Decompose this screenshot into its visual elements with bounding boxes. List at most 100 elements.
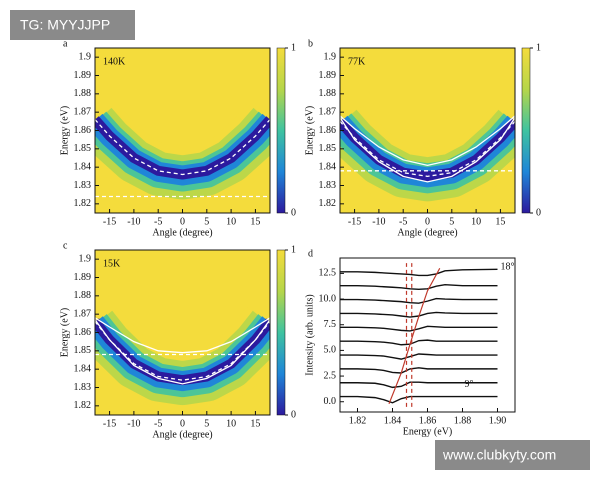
y-tick-label: 1.9 [324,51,337,62]
y-tick-label: 1.84 [74,363,92,374]
y-tick-label: 1.86 [319,125,337,136]
x-tick-label: -5 [154,216,162,227]
x-tick-label: 1.86 [419,415,437,426]
y-tick-label: 1.86 [74,125,92,136]
colorbar-tick-label: 1 [291,42,296,53]
x-tick-label: -5 [154,418,162,429]
heatmap [95,48,270,213]
plot-frame [94,47,271,214]
x-tick-label: -10 [372,216,385,227]
y-tick-label: 1.84 [74,161,92,172]
footer-box [435,440,590,470]
temperature-label: 140K [103,56,126,67]
y-tick-label: 7.5 [324,319,337,330]
y-tick-label: 1.82 [74,198,92,209]
plot-frame [339,257,516,413]
x-tick-label: -15 [103,418,116,429]
dispersion-curve [95,319,270,385]
colorbar-tick-label: 0 [291,409,296,420]
y-tick-label: 1.85 [74,345,92,356]
x-axis-label: Angle (degree) [397,227,457,238]
y-axis-label: Energy (eV) [304,106,315,156]
y-tick-label: 1.89 [74,70,92,81]
plot-frame [339,47,516,214]
colorbar [521,47,531,214]
x-tick-label: 1.84 [384,415,402,426]
colorbar [276,47,286,214]
colorbar-tick-label: 0 [291,207,296,218]
y-tick-label: 1.87 [74,106,92,117]
y-tick-label: 1.89 [74,272,92,283]
panel-label: d [308,248,313,259]
x-tick-label: 0 [425,216,430,227]
x-tick-label: 15 [495,216,505,227]
colorbar-tick-label: 1 [291,244,296,255]
watermark-box [10,10,135,40]
x-tick-label: 10 [226,216,236,227]
y-tick-label: 1.82 [74,400,92,411]
x-tick-label: 1.82 [349,415,367,426]
y-tick-label: 10.0 [319,293,337,304]
dispersion-curve [340,117,515,183]
y-tick-label: 1.88 [319,88,337,99]
dispersion-curve [340,115,515,166]
y-tick-label: 1.87 [74,308,92,319]
x-tick-label: 10 [471,216,481,227]
y-tick-label: 12.5 [319,268,337,279]
y-tick-label: 1.85 [74,143,92,154]
y-tick-label: 2.5 [324,370,337,381]
spectrum-line [340,367,498,374]
spectrum-line [340,339,498,346]
colorbar-tick-label: 0 [536,207,541,218]
x-tick-label: -15 [348,216,361,227]
y-tick-label: 1.88 [74,88,92,99]
spectrum-line [340,268,498,277]
spectrum-line [340,283,498,291]
x-tick-label: 5 [204,418,209,429]
temperature-label: 15K [103,258,121,269]
spectrum-line [340,297,498,304]
x-tick-label: -10 [127,418,140,429]
y-tick-label: 1.85 [319,143,337,154]
spectrum-line [340,353,498,360]
y-tick-label: 1.87 [319,106,337,117]
y-tick-label: 1.86 [74,327,92,338]
x-tick-label: 5 [449,216,454,227]
x-tick-label: 15 [250,216,260,227]
x-tick-label: 1.88 [454,415,472,426]
footer: www.clubkyty.com [442,447,556,463]
panel-label: a [63,38,68,49]
x-tick-label: -15 [103,216,116,227]
dispersion-curve [95,317,270,354]
x-tick-label: -10 [127,216,140,227]
heatmap [340,48,515,213]
panel-label: b [308,38,313,49]
temperature-label: 77K [348,56,366,67]
colorbar-tick-label: 1 [536,42,541,53]
y-tick-label: 1.89 [319,70,337,81]
spectrum-line [340,311,498,318]
spectrum-line [340,325,498,332]
watermark: TG: MYYJJPP [20,17,110,33]
x-axis-label: Energy (eV) [403,426,453,437]
y-tick-label: 1.9 [79,253,92,264]
guide-line [388,267,441,405]
y-tick-label: 1.83 [319,180,337,191]
x-tick-label: 0 [180,418,185,429]
x-tick-label: 15 [250,418,260,429]
x-tick-label: 1.90 [489,415,507,426]
plot-frame [94,249,271,416]
spectrum-line [340,381,498,389]
y-axis-label: Intensity (arb. units) [304,294,315,375]
spectrum-line [340,395,498,404]
y-tick-label: 0.0 [324,396,337,407]
colorbar [276,249,286,416]
x-tick-label: 5 [204,216,209,227]
angle-label: 18° [501,262,515,273]
x-axis-label: Angle (degree) [152,227,212,238]
y-axis-label: Energy (eV) [59,308,70,358]
y-tick-label: 1.83 [74,180,92,191]
x-tick-label: -5 [399,216,407,227]
y-tick-label: 1.82 [319,198,337,209]
